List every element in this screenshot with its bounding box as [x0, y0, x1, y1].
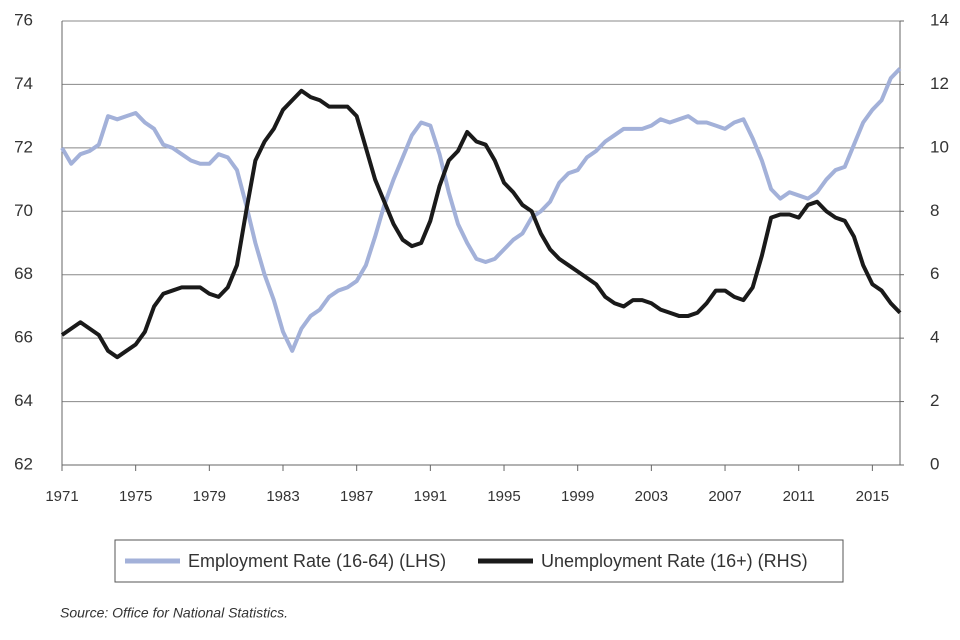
x-tick-label: 1979 [193, 488, 226, 505]
x-tick-label: 2007 [708, 488, 741, 505]
y-tick-label: 68 [14, 264, 33, 283]
y2-tick-label: 14 [930, 10, 949, 29]
y-tick-label: 76 [14, 10, 33, 29]
series-line [60, 67, 902, 353]
y2-tick-label: 2 [930, 391, 939, 410]
y-tick-label: 64 [14, 391, 33, 410]
y2-tick-label: 8 [930, 201, 939, 220]
y2-tick-label: 12 [930, 74, 949, 93]
source-note: Source: Office for National Statistics. [60, 605, 288, 621]
y-tick-label: 66 [14, 328, 33, 347]
x-tick-label: 2003 [635, 488, 668, 505]
y2-tick-label: 10 [930, 137, 949, 156]
x-tick-label: 1975 [119, 488, 152, 505]
y-tick-label: 70 [14, 201, 33, 220]
x-tick-label: 1991 [414, 488, 447, 505]
y2-tick-label: 4 [930, 328, 939, 347]
x-tick-label: 2011 [783, 488, 815, 505]
legend-label: Unemployment Rate (16+) (RHS) [541, 551, 808, 571]
y2-tick-label: 0 [930, 454, 939, 473]
x-tick-label: 1983 [266, 488, 299, 505]
y-tick-label: 62 [14, 454, 33, 473]
legend-label: Employment Rate (16-64) (LHS) [188, 551, 446, 571]
series-line [60, 88, 902, 360]
y-tick-label: 72 [14, 137, 33, 156]
y2-tick-label: 6 [930, 264, 939, 283]
x-tick-label: 1971 [45, 488, 78, 505]
y-tick-label: 74 [14, 74, 33, 93]
x-tick-label: 1987 [340, 488, 373, 505]
x-tick-label: 2015 [856, 488, 889, 505]
x-tick-label: 1995 [487, 488, 520, 505]
x-tick-label: 1999 [561, 488, 594, 505]
